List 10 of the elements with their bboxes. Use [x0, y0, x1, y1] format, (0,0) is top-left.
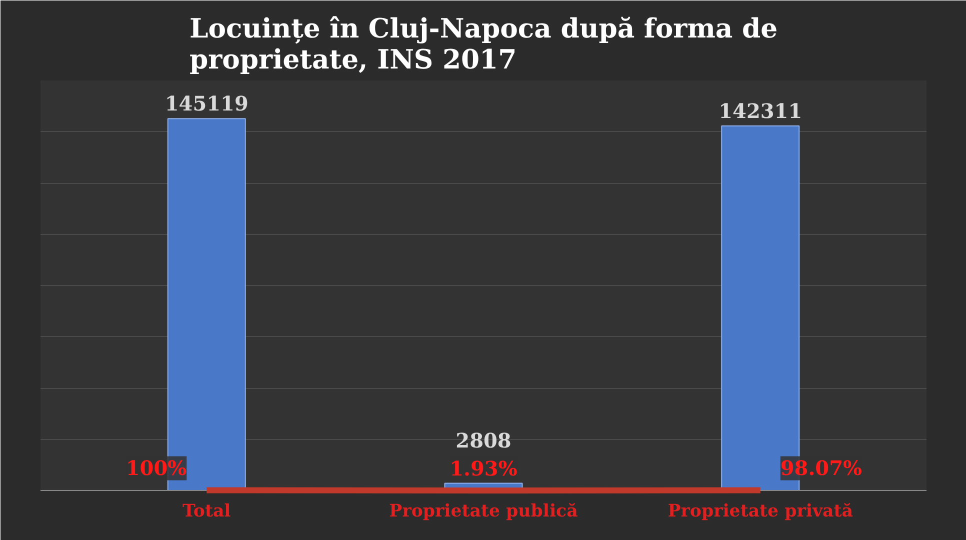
data-label: 100%: [126, 456, 187, 480]
data-label: 2808: [456, 428, 512, 452]
x-tick-label: Proprietate publică: [389, 502, 578, 522]
data-label: 142311: [718, 98, 802, 123]
x-tick-label: Total: [182, 502, 232, 522]
data-label: 98.07%: [780, 456, 862, 480]
x-tick-label: Proprietate privată: [668, 502, 853, 522]
chart-title: Locuințe în Cluj-Napoca după forma de proprietate, INS 2017: [189, 14, 778, 76]
data-label: 1.93%: [450, 456, 518, 480]
data-label: 145119: [164, 92, 248, 116]
